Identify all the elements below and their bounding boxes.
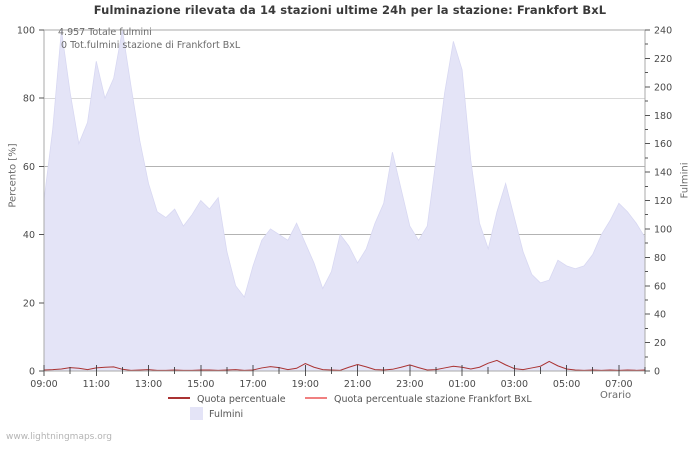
svg-text:20: 20 <box>654 338 666 349</box>
annotation-total-strikes: 4.957 Totale fulmini <box>58 27 152 38</box>
svg-text:180: 180 <box>654 111 672 122</box>
svg-text:160: 160 <box>654 139 672 150</box>
svg-text:100: 100 <box>654 224 672 235</box>
svg-text:200: 200 <box>654 82 672 93</box>
svg-text:19:00: 19:00 <box>292 379 319 390</box>
legend-swatch-area-icon <box>190 407 203 420</box>
svg-text:01:00: 01:00 <box>448 379 475 390</box>
svg-text:03:00: 03:00 <box>501 379 528 390</box>
svg-text:60: 60 <box>654 281 666 292</box>
legend-item-fulmini[interactable]: Fulmini <box>185 407 244 421</box>
svg-text:11:00: 11:00 <box>83 379 110 390</box>
svg-text:21:00: 21:00 <box>344 379 371 390</box>
svg-text:05:00: 05:00 <box>553 379 580 390</box>
svg-text:07:00: 07:00 <box>605 379 632 390</box>
svg-text:120: 120 <box>654 196 672 207</box>
svg-text:09:00: 09:00 <box>30 379 57 390</box>
svg-text:60: 60 <box>23 162 35 173</box>
x-axis-label: Orario <box>600 390 632 401</box>
svg-text:80: 80 <box>654 253 666 264</box>
svg-text:0: 0 <box>29 367 35 378</box>
svg-text:140: 140 <box>654 168 672 179</box>
svg-text:220: 220 <box>654 54 672 65</box>
legend-swatch-line-icon <box>168 396 190 399</box>
legend-label: Quota percentuale <box>197 394 286 405</box>
svg-text:100: 100 <box>17 26 35 37</box>
legend-item-quota-percentuale-stazione[interactable]: Quota percentuale stazione Frankfort BxL <box>305 394 532 405</box>
svg-text:40: 40 <box>654 310 666 321</box>
footer-watermark: www.lightningmaps.org <box>6 432 112 442</box>
legend-swatch-line-icon <box>305 396 327 399</box>
legend-label: Fulmini <box>209 409 244 420</box>
svg-text:20: 20 <box>23 298 35 309</box>
legend-item-quota-percentuale[interactable]: Quota percentuale <box>168 394 286 405</box>
svg-text:80: 80 <box>23 94 35 105</box>
y-axis-right-label: Fulmini <box>679 162 691 199</box>
svg-text:23:00: 23:00 <box>396 379 423 390</box>
y-axis-left-label: Percento [%] <box>7 143 19 208</box>
svg-text:17:00: 17:00 <box>239 379 266 390</box>
page-title: Fulminazione rilevata da 14 stazioni ult… <box>93 3 607 17</box>
line-series <box>43 359 646 371</box>
svg-text:15:00: 15:00 <box>187 379 214 390</box>
svg-text:40: 40 <box>23 230 35 241</box>
area-series-fulmini <box>43 29 646 372</box>
svg-text:0: 0 <box>654 367 660 378</box>
svg-text:13:00: 13:00 <box>135 379 162 390</box>
legend-label: Quota percentuale stazione Frankfort BxL <box>334 394 532 405</box>
svg-text:240: 240 <box>654 26 672 37</box>
annotation-station-strikes: 0 Tot.fulmini stazione di Frankfort BxL <box>61 40 241 51</box>
